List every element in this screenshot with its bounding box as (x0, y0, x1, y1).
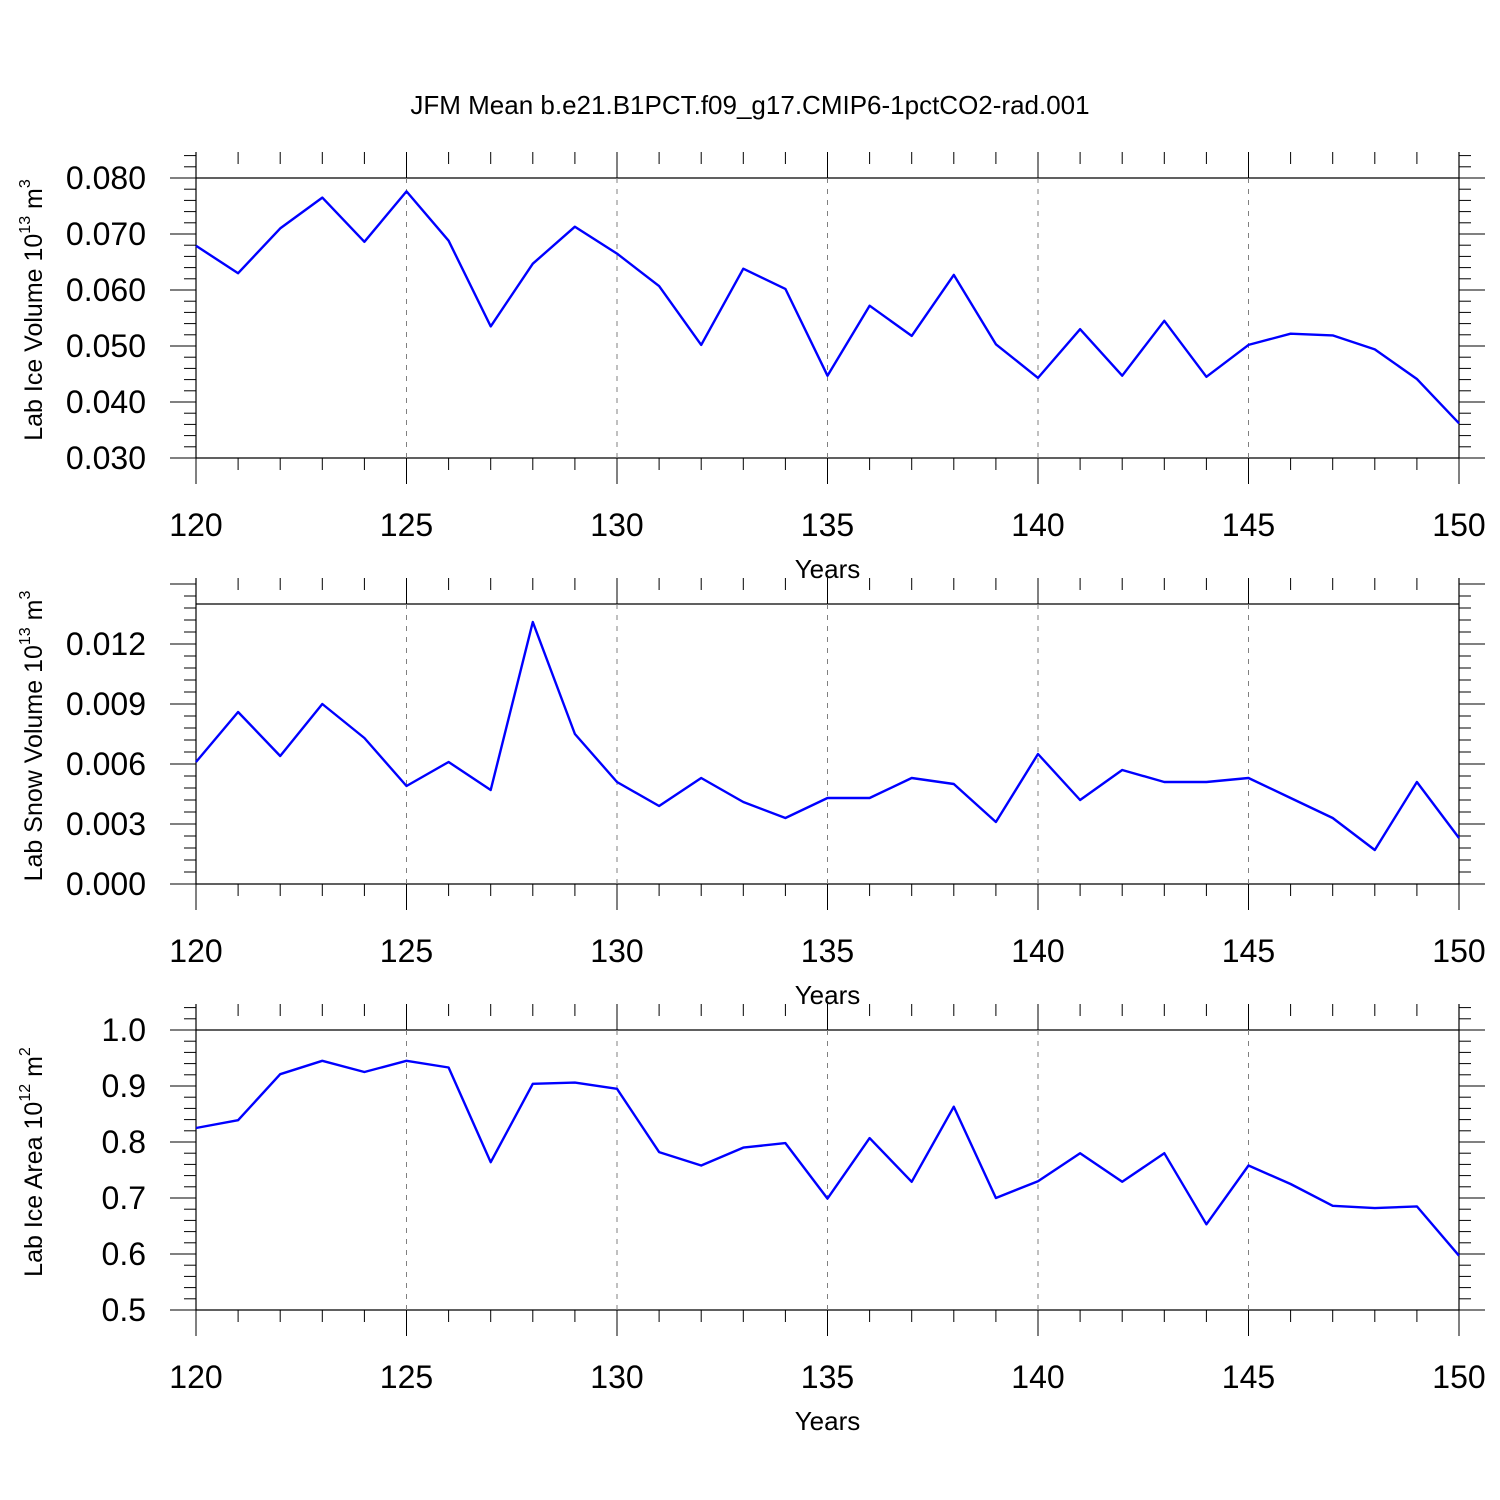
x-tick-label: 140 (1011, 1359, 1064, 1395)
y-tick-label: 0.080 (66, 160, 146, 196)
series-line (195, 190, 1460, 425)
x-tick-label: 145 (1222, 933, 1275, 969)
y-axis-title: Lab Ice Volume 1013 m3 (17, 179, 48, 441)
x-tick-label: 140 (1011, 933, 1064, 969)
x-tick-label: 120 (169, 933, 222, 969)
y-tick-label: 0.060 (66, 272, 146, 308)
x-tick-label: 130 (590, 1359, 643, 1395)
y-tick-label: 0.003 (66, 806, 146, 842)
x-tick-label: 135 (801, 933, 854, 969)
series-line (195, 1059, 1460, 1257)
x-axis-title: Years (795, 1406, 861, 1436)
y-tick-label: 0.9 (102, 1068, 146, 1104)
x-tick-label: 130 (590, 507, 643, 543)
x-tick-label: 145 (1222, 1359, 1275, 1395)
chart-panel-3: 120 125 130 135 140 145 150 Years 0.5 0.6 0.7 0.8 0.… (17, 1004, 1486, 1436)
x-tick-label: 150 (1432, 933, 1485, 969)
y-tick-label: 0.012 (66, 626, 146, 662)
x-tick-label: 125 (380, 933, 433, 969)
y-tick-label: 0.040 (66, 384, 146, 420)
chart-panel-1: 120 125 130 135 140 145 150Years0.0300.0400.05… (17, 152, 1486, 584)
chart-title: JFM Mean b.e21.B1PCT.f09_g17.CMIP6-1pctC… (410, 90, 1090, 120)
y-axis-title: Lab Ice Area 1012 m2 (17, 1047, 48, 1277)
y-tick-label: 0.030 (66, 440, 146, 476)
x-tick-label: 135 (801, 1359, 854, 1395)
x-tick-label: 135 (801, 507, 854, 543)
x-tick-label: 150 (1432, 507, 1485, 543)
x-tick-label: 140 (1011, 507, 1064, 543)
x-tick-label: 150 (1432, 1359, 1485, 1395)
y-tick-label: 0.006 (66, 746, 146, 782)
chart-panel-2: 120 125 130 135 140 145 150Years0.0000.0030.00… (17, 578, 1486, 1010)
y-tick-label: 0.6 (102, 1236, 146, 1272)
y-axis-title: Lab Snow Volume 1013 m3 (17, 591, 48, 882)
y-tick-label: 0.8 (102, 1124, 146, 1160)
y-tick-label: 0.050 (66, 328, 146, 364)
x-tick-label: 125 (380, 1359, 433, 1395)
y-tick-label: 0.070 (66, 216, 146, 252)
y-tick-label: 1.0 (102, 1012, 146, 1048)
x-tick-label: 145 (1222, 507, 1275, 543)
series-line (195, 620, 1460, 852)
y-tick-label: 0.000 (66, 866, 146, 902)
x-tick-label: 120 (169, 507, 222, 543)
x-tick-label: 125 (380, 507, 433, 543)
x-tick-label: 130 (590, 933, 643, 969)
y-tick-label: 0.009 (66, 686, 146, 722)
x-tick-label: 120 (169, 1359, 222, 1395)
y-tick-label: 0.7 (102, 1180, 146, 1216)
y-tick-label: 0.5 (102, 1292, 146, 1328)
